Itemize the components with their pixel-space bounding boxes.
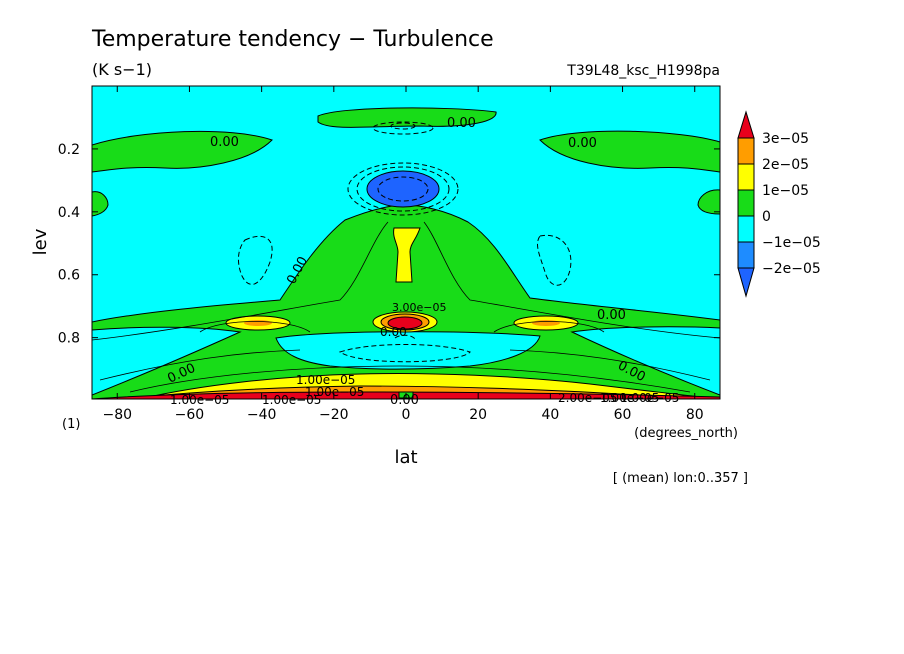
colorbar-label: 1e−05 xyxy=(762,183,809,199)
colorbar-swatch xyxy=(737,215,755,243)
y-axis-title: lev xyxy=(30,228,51,255)
contour-lines xyxy=(92,221,720,393)
contour-label: 1.00e−05 xyxy=(305,385,364,399)
region-upper-blue-core xyxy=(366,170,440,208)
x-axis-title: lat xyxy=(394,447,417,468)
y-tick-label: 0.6 xyxy=(58,268,80,284)
x-tick-label: 20 xyxy=(469,407,487,423)
x-axis-units: (degrees_north) xyxy=(634,426,738,441)
x-tick-label: −60 xyxy=(175,407,205,423)
region-upper-band-left xyxy=(92,130,273,173)
colorbar-swatch xyxy=(737,189,755,217)
y-axis: 0.2 0.4 0.6 0.8 xyxy=(58,142,720,347)
negative-contour-lines xyxy=(237,121,572,363)
contour-label: 0.00 xyxy=(390,393,419,408)
contour-label: 0.00 xyxy=(568,136,597,151)
contour-label: 1.00e−05 xyxy=(600,391,659,405)
colorbar-label: −1e−05 xyxy=(762,235,821,251)
contour-label: 1.00e−05 xyxy=(262,393,321,407)
y-axis-units: (1) xyxy=(62,417,80,432)
colorbar-swatch xyxy=(737,241,755,269)
contour-label: 3.00e−05 xyxy=(392,301,446,314)
contour-label-group: 0.00 0.00 0.00 0.00 0.00 0.00 0.00 0.00 … xyxy=(165,116,679,408)
colorbar-label: 0 xyxy=(762,209,771,225)
colorbar-label: 2e−05 xyxy=(762,157,809,173)
colorbar-label: −2e−05 xyxy=(762,261,821,277)
region-cyan-right-wedge xyxy=(570,326,720,396)
contour-label: 0.00 xyxy=(210,135,239,150)
colorbar-label: 3e−05 xyxy=(762,131,809,147)
x-tick-label: −20 xyxy=(319,407,349,423)
region-right-orange-eye xyxy=(532,320,560,326)
region-right-edge-blob xyxy=(697,189,720,215)
region-center-yellow xyxy=(393,227,421,283)
x-axis: −80 −60 −40 −20 0 20 40 60 80 xyxy=(102,86,704,423)
y-tick-label: 0.2 xyxy=(58,142,80,158)
region-cyan-left-wedge xyxy=(92,326,242,396)
x-tick-label: −40 xyxy=(247,407,277,423)
x-tick-label: 80 xyxy=(686,407,704,423)
colorbar: 3e−05 2e−05 1e−05 0 −1e−05 −2e−05 xyxy=(737,110,821,298)
contour-label: 1.00e−05 xyxy=(296,373,355,387)
colorbar-swatch xyxy=(737,137,755,165)
y-tick-label: 0.8 xyxy=(58,331,80,347)
x-tick-label: 60 xyxy=(614,407,632,423)
colorbar-cap-bottom xyxy=(737,267,755,298)
chart-title: Temperature tendency − Turbulence xyxy=(91,27,494,52)
region-left-orange-eye xyxy=(244,320,272,326)
contour-label: 1.00e−05 xyxy=(620,391,679,405)
contour-label: 2.00e−05 xyxy=(558,391,617,405)
x-tick-label: −80 xyxy=(102,407,132,423)
region-top-center xyxy=(317,107,497,128)
averaging-note: [ (mean) lon:0..357 ] xyxy=(613,471,748,486)
colorbar-swatch xyxy=(737,163,755,191)
region-left-edge-blob xyxy=(92,191,109,217)
plot-area xyxy=(92,86,720,399)
colorbar-cap-top xyxy=(737,110,755,139)
x-tick-label: 0 xyxy=(402,407,411,423)
region-upper-band-right xyxy=(539,130,720,173)
contour-label: 0.00 xyxy=(380,325,407,339)
contour-label: 0.00 xyxy=(447,116,476,131)
units-label: (K s−1) xyxy=(92,60,152,79)
y-tick-label: 0.4 xyxy=(58,205,80,221)
x-tick-label: 40 xyxy=(541,407,559,423)
contour-label: 1.00e−05 xyxy=(170,393,229,407)
run-id-label: T39L48_ksc_H1998pa xyxy=(566,63,720,79)
region-center-red xyxy=(387,316,423,330)
contour-label: 0.00 xyxy=(597,308,626,323)
